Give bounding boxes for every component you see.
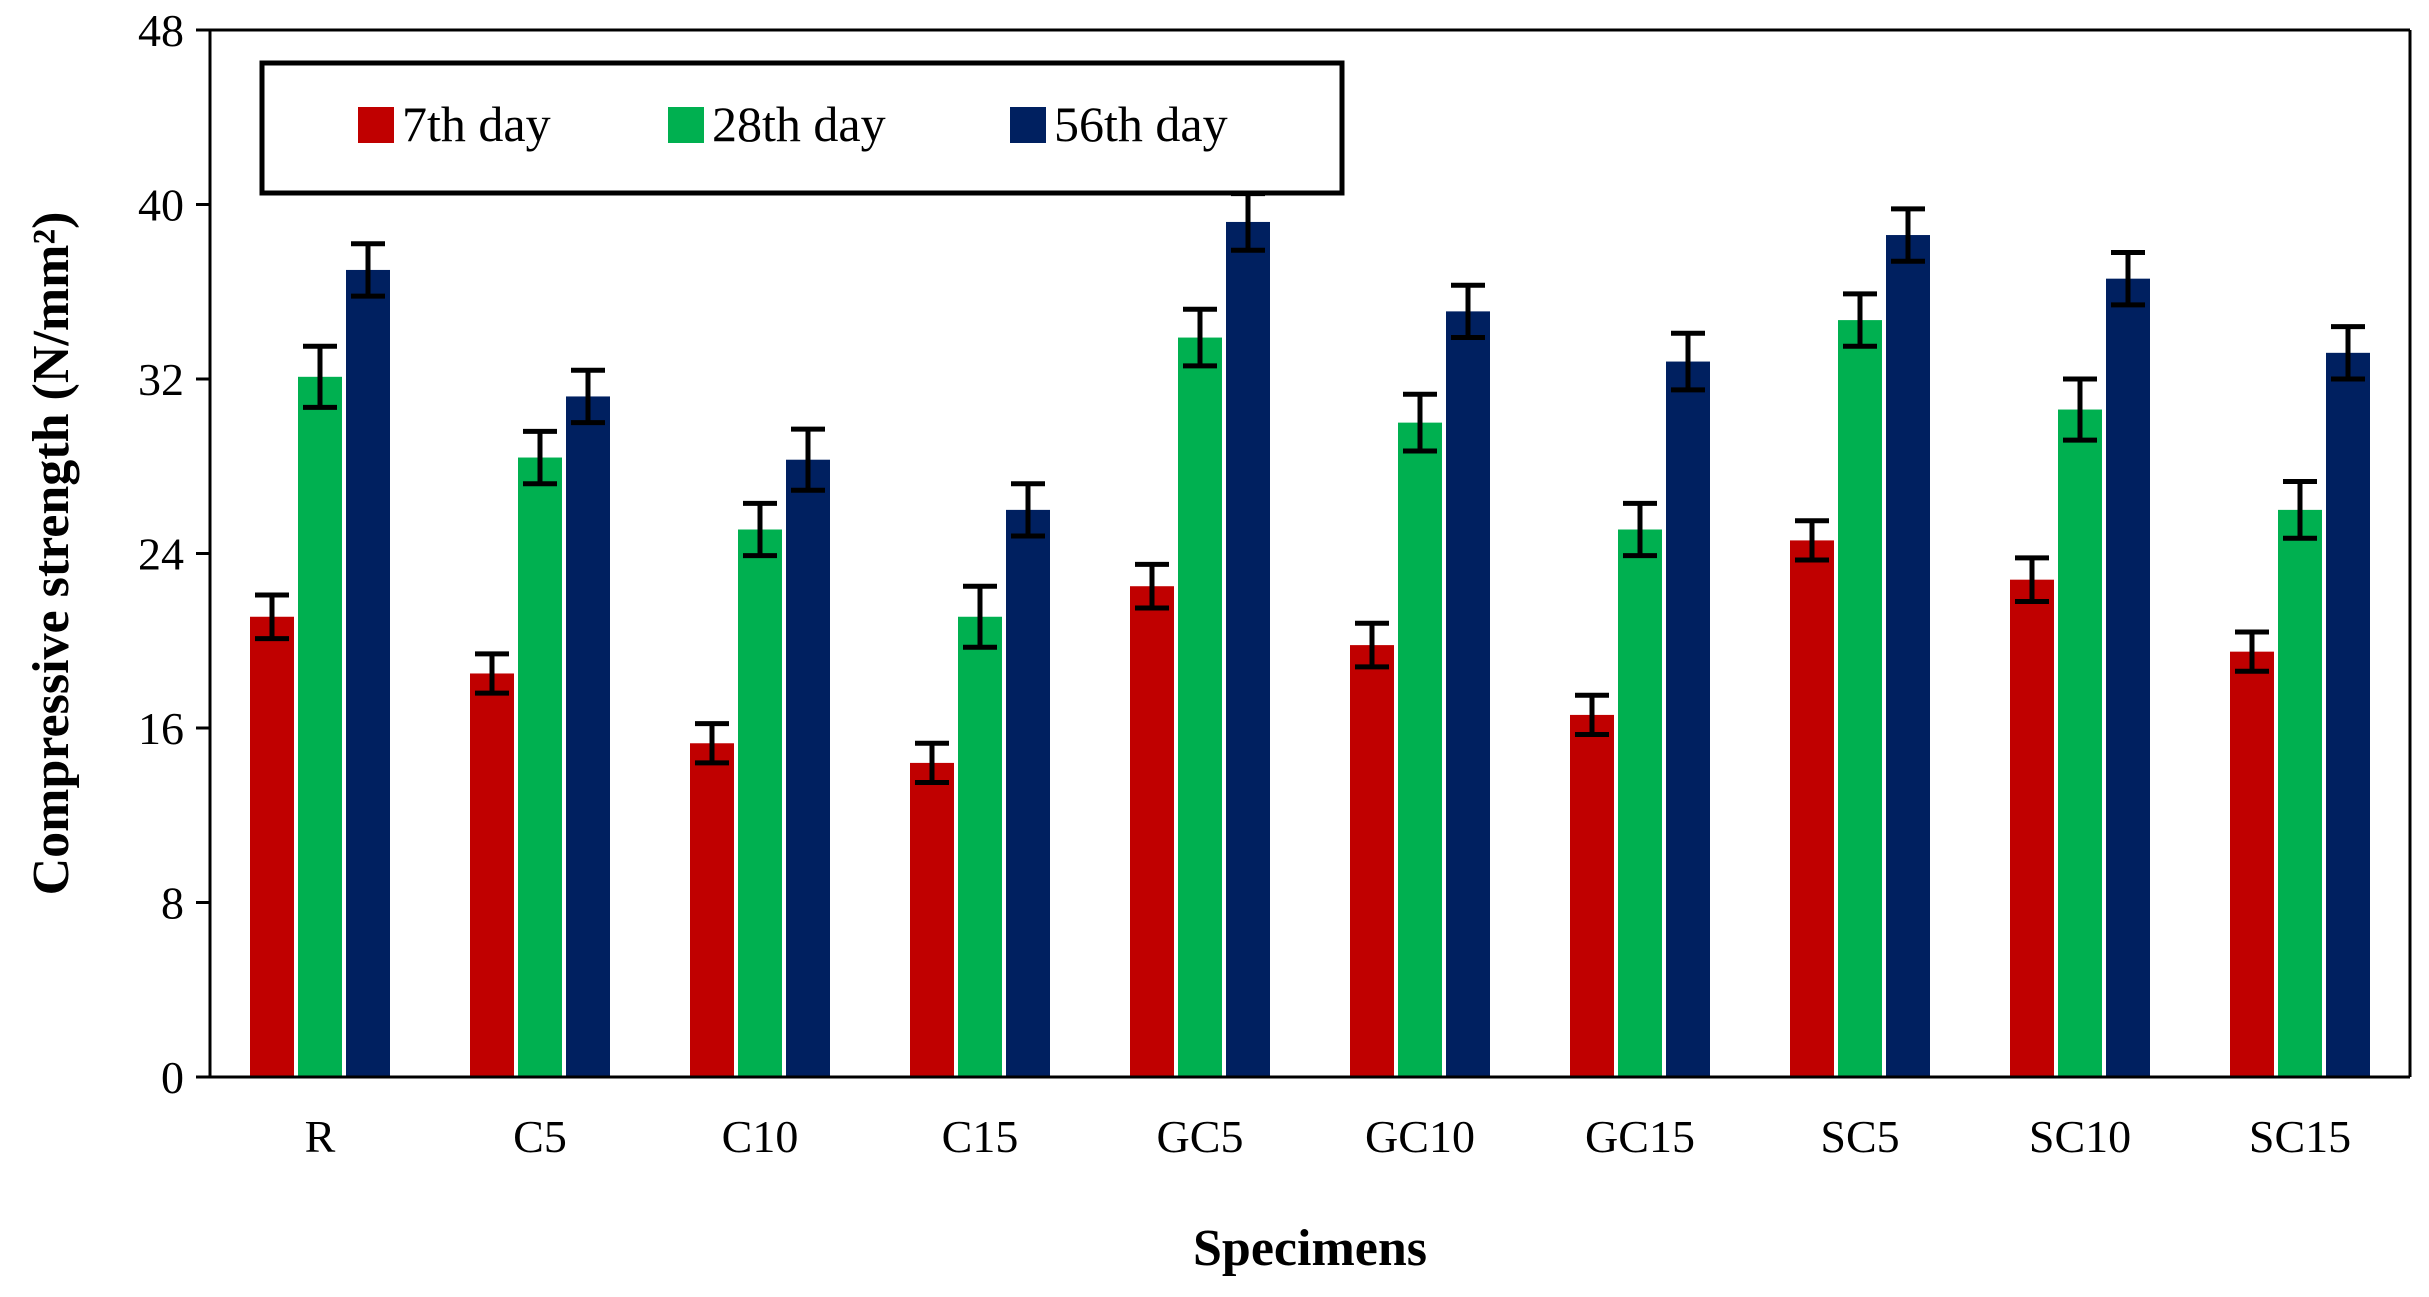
legend-item-7th-day: 7th day bbox=[358, 96, 551, 152]
error-bar-sc15-2 bbox=[2331, 324, 2365, 382]
error-bar-gc15-0 bbox=[1575, 692, 1609, 738]
y-tick-label: 16 bbox=[138, 703, 184, 754]
bar-c5-28th-day bbox=[518, 457, 562, 1077]
bar-c15-7th-day bbox=[910, 762, 954, 1077]
bar-gc10-56th-day bbox=[1446, 311, 1490, 1078]
legend-swatch bbox=[358, 107, 394, 143]
bar-gc10-7th-day bbox=[1350, 645, 1394, 1077]
bar-sc15-28th-day bbox=[2278, 509, 2322, 1077]
error-bar-sc10-0 bbox=[2015, 555, 2049, 604]
error-bar-gc10-1 bbox=[1403, 391, 1437, 454]
error-bar-sc5-0 bbox=[1795, 518, 1829, 563]
error-bar-c5-0 bbox=[475, 651, 509, 696]
error-bar-gc15-1 bbox=[1623, 500, 1657, 559]
bar-sc15-7th-day bbox=[2230, 651, 2274, 1077]
bar-gc5-28th-day bbox=[1178, 337, 1222, 1077]
y-axis-title: Compressive strength (N/mm²) bbox=[23, 212, 80, 896]
bar-gc15-56th-day bbox=[1666, 361, 1710, 1077]
legend-label: 7th day bbox=[402, 96, 551, 152]
bar-c5-7th-day bbox=[470, 673, 514, 1077]
ticks-layer: R C5 C10 C15 GC5 GC10 GC15 SC5 SC10 SC15 0 8 16 24 32 4… bbox=[138, 5, 2351, 1162]
x-tick-label: SC15 bbox=[2249, 1111, 2351, 1162]
bar-c10-7th-day bbox=[690, 743, 734, 1077]
error-bar-c10-2 bbox=[791, 426, 825, 493]
error-bar-r-1 bbox=[303, 343, 337, 410]
legend: 7th day 28th day 56th day bbox=[259, 60, 1345, 196]
bar-sc15-56th-day bbox=[2326, 352, 2370, 1077]
x-tick-label: C15 bbox=[942, 1111, 1019, 1162]
error-bar-sc10-2 bbox=[2111, 249, 2145, 308]
bar-r-56th-day bbox=[346, 269, 390, 1077]
legend-label: 28th day bbox=[712, 96, 886, 152]
error-bar-c5-1 bbox=[523, 428, 557, 487]
bar-c15-28th-day bbox=[958, 616, 1002, 1077]
bar-sc10-28th-day bbox=[2058, 409, 2102, 1078]
legend-label: 56th day bbox=[1054, 96, 1228, 152]
bar-gc10-28th-day bbox=[1398, 422, 1442, 1077]
error-bar-r-0 bbox=[255, 592, 289, 642]
y-tick-label: 8 bbox=[161, 878, 184, 929]
legend-swatch bbox=[1010, 107, 1046, 143]
error-bar-c5-2 bbox=[571, 367, 605, 426]
legend-item-56th-day: 56th day bbox=[1010, 96, 1228, 152]
y-tick-label: 48 bbox=[138, 5, 184, 56]
bar-sc10-56th-day bbox=[2106, 278, 2150, 1078]
legend-swatch bbox=[668, 107, 704, 143]
bar-sc5-7th-day bbox=[1790, 540, 1834, 1077]
legend-box bbox=[259, 60, 1345, 196]
error-bar-c10-0 bbox=[695, 721, 729, 766]
error-bar-c15-2 bbox=[1011, 481, 1045, 539]
y-tick-label: 0 bbox=[161, 1052, 184, 1103]
bar-sc5-56th-day bbox=[1886, 235, 1930, 1078]
bar-c10-28th-day bbox=[738, 529, 782, 1077]
error-bar-gc5-0 bbox=[1135, 561, 1169, 611]
bar-r-7th-day bbox=[250, 616, 294, 1077]
error-bar-r-2 bbox=[351, 241, 385, 299]
y-tick-label: 24 bbox=[138, 529, 184, 580]
x-tick-label: R bbox=[305, 1111, 336, 1162]
error-bar-gc10-0 bbox=[1355, 620, 1389, 670]
bar-gc15-28th-day bbox=[1618, 529, 1662, 1077]
error-bar-gc10-2 bbox=[1451, 282, 1485, 341]
x-tick-label: SC10 bbox=[2029, 1111, 2131, 1162]
error-bar-gc15-2 bbox=[1671, 330, 1705, 393]
error-bar-sc15-0 bbox=[2235, 629, 2269, 674]
x-tick-label: SC5 bbox=[1820, 1111, 1899, 1162]
x-tick-label: GC5 bbox=[1157, 1111, 1244, 1162]
bar-sc10-7th-day bbox=[2010, 579, 2054, 1077]
legend-item-28th-day: 28th day bbox=[668, 96, 886, 152]
bar-gc5-7th-day bbox=[1130, 586, 1174, 1077]
error-bar-c10-1 bbox=[743, 500, 777, 559]
error-bar-gc5-1 bbox=[1183, 306, 1217, 369]
bar-r-28th-day bbox=[298, 376, 342, 1078]
x-axis-title: Specimens bbox=[1193, 1220, 1427, 1277]
bar-gc5-56th-day bbox=[1226, 221, 1270, 1077]
error-bar-sc15-1 bbox=[2283, 479, 2317, 541]
bars-layer bbox=[250, 221, 2370, 1078]
x-tick-label: GC15 bbox=[1585, 1111, 1695, 1162]
error-bar-sc5-2 bbox=[1891, 206, 1925, 264]
error-bar-sc10-1 bbox=[2063, 376, 2097, 443]
bar-gc15-7th-day bbox=[1570, 714, 1614, 1077]
axes-layer bbox=[196, 28, 2412, 1079]
bar-c5-56th-day bbox=[566, 396, 610, 1077]
bar-c15-56th-day bbox=[1006, 509, 1050, 1077]
x-tick-label: C5 bbox=[513, 1111, 567, 1162]
x-tick-label: C10 bbox=[722, 1111, 799, 1162]
error-bar-c15-0 bbox=[915, 740, 949, 786]
y-tick-label: 32 bbox=[138, 354, 184, 405]
error-bar-c15-1 bbox=[963, 583, 997, 650]
x-tick-label: GC10 bbox=[1365, 1111, 1475, 1162]
error-bar-sc5-1 bbox=[1843, 291, 1877, 349]
bar-sc5-28th-day bbox=[1838, 320, 1882, 1077]
y-tick-label: 40 bbox=[138, 180, 184, 231]
error-bars-layer bbox=[255, 191, 2365, 786]
bar-c10-56th-day bbox=[786, 459, 830, 1077]
